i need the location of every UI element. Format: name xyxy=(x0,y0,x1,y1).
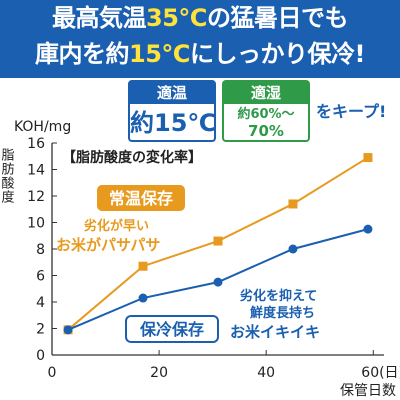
header-text: の猛暑日でも xyxy=(206,4,349,32)
series-label-bg-room-temp xyxy=(97,185,185,211)
y-tick-label: 6 xyxy=(36,269,45,285)
y-tick-label: 8 xyxy=(36,242,45,258)
annotation-cold-3: お米イキイキ xyxy=(230,323,320,341)
series-label-cold: 保冷保存 xyxy=(139,320,204,339)
keep-conditions: 適温 約15℃ 適湿 約60%～ 70% をキープ! xyxy=(128,80,400,142)
data-point xyxy=(138,261,148,271)
y-tick-label: 0 xyxy=(36,348,45,364)
y-tick-label: 2 xyxy=(36,322,45,338)
header-text: 最高気温 xyxy=(52,4,147,32)
temperature-box: 適温 約15℃ xyxy=(128,80,216,142)
x-tick-label: 0 xyxy=(48,365,57,381)
y-tick-label: 16 xyxy=(27,136,45,152)
annotation-room-temp-1: 劣化が早い xyxy=(84,218,149,234)
y-axis-unit: KOH/mg xyxy=(14,119,71,135)
header-line-2: 庫内を約15℃にしっかり保冷! xyxy=(0,36,400,72)
keep-text: をキープ! xyxy=(316,102,387,121)
header-text: にしっかり保冷! xyxy=(190,40,365,68)
series-label-room-temp: 常温保存 xyxy=(109,189,173,208)
annotation-room-temp-2: お米がパサパサ xyxy=(56,236,160,254)
y-tick-label: 10 xyxy=(27,216,45,232)
header-highlight: 15℃ xyxy=(129,40,190,68)
data-point xyxy=(288,199,298,209)
x-axis-label: 保管日数 xyxy=(340,383,396,399)
header-highlight: 35℃ xyxy=(146,4,207,32)
header-text: 庫内を約 xyxy=(35,40,130,68)
data-point xyxy=(213,277,223,287)
humidity-value-1: 約60%～ xyxy=(237,107,295,122)
humidity-value: 約60%～ 70% xyxy=(224,104,308,142)
series-label-bg-cold xyxy=(125,315,219,343)
x-tick-label: 20 xyxy=(150,365,168,381)
x-tick-label: 40 xyxy=(257,365,275,381)
x-tick-label: 60(日) xyxy=(361,365,400,381)
humidity-value-2: 70% xyxy=(248,122,284,140)
data-point xyxy=(63,325,73,335)
y-tick-label: 12 xyxy=(27,189,45,205)
y-tick-label: 4 xyxy=(36,295,45,311)
data-point xyxy=(363,224,373,234)
temperature-title: 適温 xyxy=(130,82,214,104)
y-axis-label: 脂肪酸度 xyxy=(0,148,14,204)
temperature-value: 約15℃ xyxy=(130,109,217,137)
y-tick-label: 14 xyxy=(27,163,45,179)
chart-title: 【脂肪酸度の変化率】 xyxy=(62,149,202,166)
header-line-1: 最高気温35℃の猛暑日でも xyxy=(0,0,400,36)
annotation-cold-1: 劣化を抑えて xyxy=(240,288,317,304)
annotation-cold-2: 鮮度長持ち xyxy=(250,305,315,321)
data-point xyxy=(363,153,373,163)
data-point xyxy=(288,244,298,254)
data-point xyxy=(138,293,148,303)
humidity-box: 適湿 約60%～ 70% xyxy=(222,80,310,142)
humidity-title: 適湿 xyxy=(224,82,308,104)
header-banner: 最高気温35℃の猛暑日でも 庫内を約15℃にしっかり保冷! xyxy=(0,0,400,78)
data-point xyxy=(213,236,223,246)
